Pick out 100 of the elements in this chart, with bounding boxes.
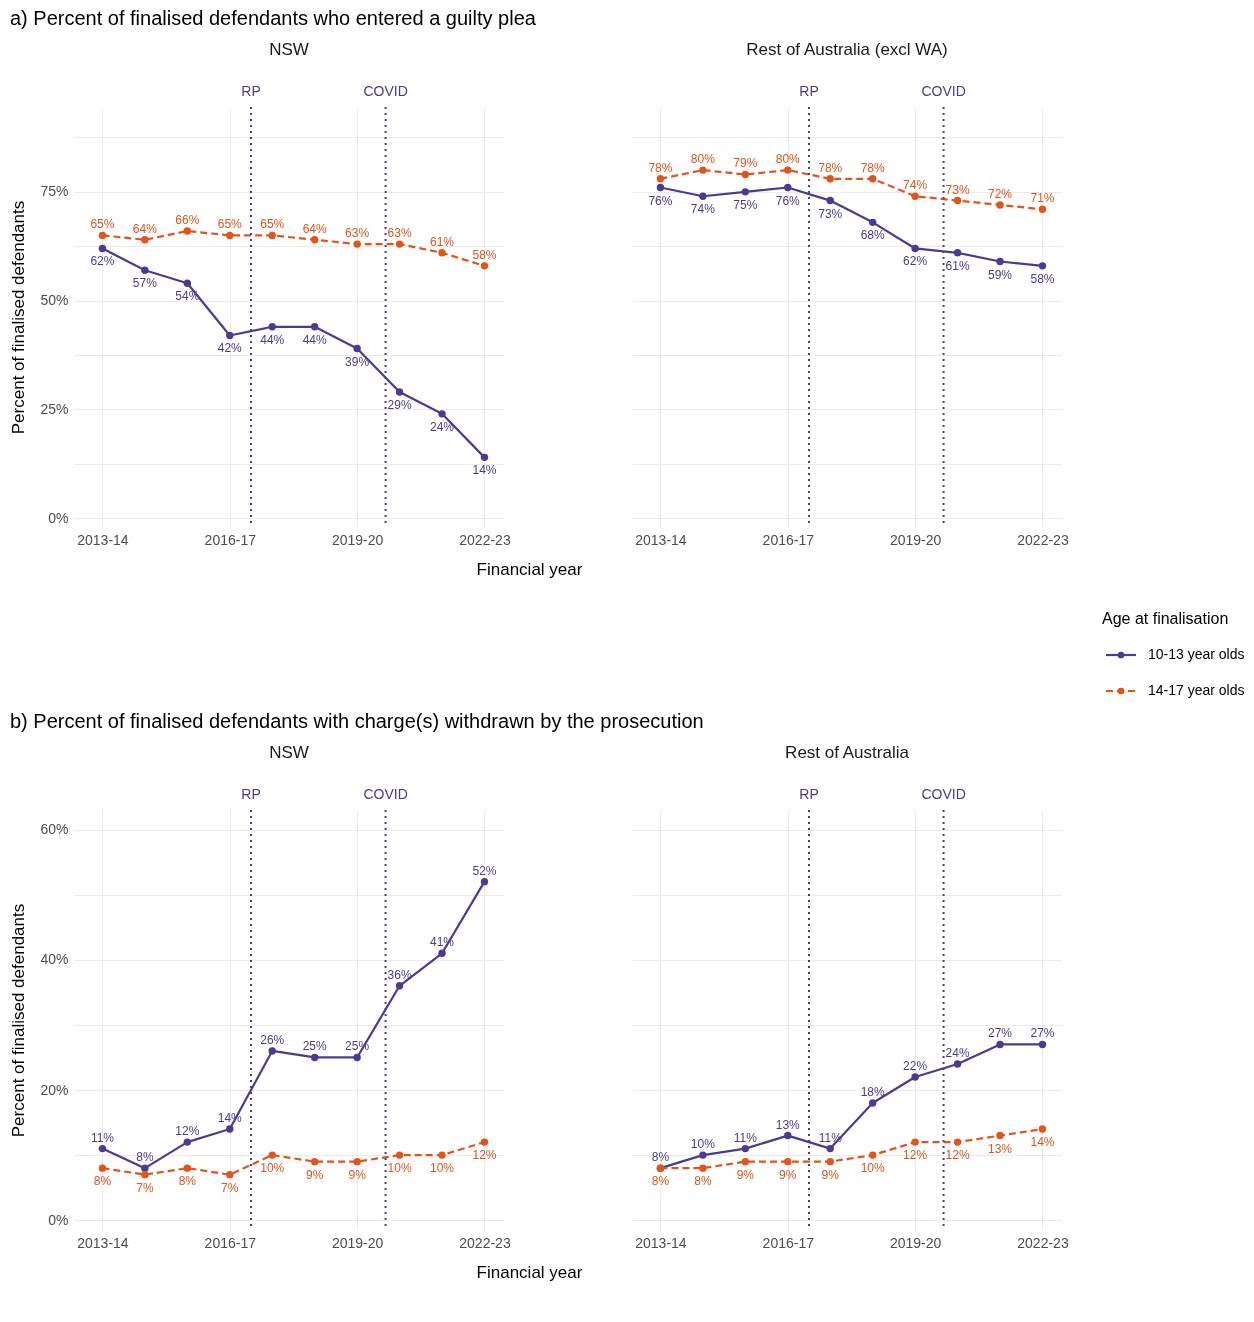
- data-label: 9%: [306, 1167, 324, 1182]
- x-tick-label: 2013-14: [635, 531, 687, 548]
- x-tick-label: 2019-20: [331, 1234, 384, 1251]
- data-label: 29%: [387, 398, 412, 413]
- x-tick-label: 2013-14: [77, 1234, 129, 1251]
- point: [741, 170, 750, 179]
- data-label: 9%: [821, 1167, 840, 1182]
- data-label: 10%: [387, 1161, 412, 1176]
- data-label: 24%: [430, 419, 455, 434]
- data-label: 14%: [1030, 1135, 1055, 1150]
- point: [784, 166, 792, 174]
- point: [741, 1157, 750, 1166]
- point: [996, 1131, 1004, 1140]
- data-label: 27%: [988, 1026, 1013, 1041]
- point: [226, 231, 234, 240]
- point: [1038, 262, 1047, 270]
- x-tick-label: 2013-14: [77, 531, 129, 548]
- data-label: 65%: [90, 217, 115, 232]
- point: [699, 1151, 707, 1159]
- point: [183, 227, 192, 235]
- point: [310, 1157, 319, 1166]
- data-label: 7%: [221, 1180, 239, 1195]
- x-axis-title: Financial year: [476, 559, 583, 579]
- point: [1038, 1040, 1047, 1049]
- y-tick-label: 25%: [40, 400, 69, 417]
- data-label: 13%: [775, 1117, 801, 1132]
- x-tick-label: 2022-23: [459, 1234, 511, 1251]
- data-label: 36%: [387, 967, 412, 982]
- y-tick-label: 50%: [40, 292, 69, 309]
- point: [480, 262, 489, 270]
- point: [438, 1151, 446, 1159]
- data-label: 57%: [132, 276, 158, 291]
- point: [741, 188, 750, 196]
- x-axis-title: Financial year: [476, 1262, 583, 1282]
- point: [395, 388, 404, 396]
- point: [953, 249, 962, 257]
- data-label: 10%: [260, 1161, 285, 1176]
- point: [353, 240, 361, 248]
- x-tick-label: 2016-17: [762, 531, 815, 548]
- point: [395, 240, 404, 248]
- point: [1038, 205, 1047, 213]
- point: [868, 218, 877, 227]
- data-label: 65%: [217, 217, 243, 232]
- data-label: 8%: [651, 1174, 670, 1189]
- x-tick-label: 2013-14: [635, 1234, 687, 1251]
- point: [98, 231, 107, 240]
- data-label: 58%: [472, 247, 497, 262]
- legend-title: Age at finalisation: [1102, 610, 1229, 627]
- point: [226, 1170, 234, 1179]
- data-label: 75%: [733, 197, 758, 212]
- y-tick-label: 60%: [40, 821, 69, 838]
- text: COVID: [363, 83, 408, 99]
- data-label: 25%: [302, 1039, 328, 1054]
- data-label: 12%: [903, 1148, 928, 1163]
- data-label: 52%: [472, 863, 497, 878]
- point: [784, 1157, 792, 1166]
- data-label: 24%: [945, 1045, 970, 1060]
- point: [868, 175, 877, 183]
- x-tick-label: 2016-17: [204, 1234, 257, 1251]
- data-label: 12%: [175, 1124, 200, 1139]
- data-label: 80%: [775, 152, 801, 167]
- point: [98, 244, 107, 253]
- data-label: 80%: [690, 152, 716, 167]
- point: [996, 201, 1004, 209]
- data-label: 63%: [345, 226, 370, 241]
- data-label: 11%: [733, 1130, 758, 1145]
- data-label: 27%: [1030, 1026, 1055, 1041]
- y-tick-label: 0%: [48, 1211, 69, 1228]
- y-tick-label: 40%: [40, 951, 69, 968]
- point: [353, 344, 361, 353]
- data-label: 18%: [860, 1085, 886, 1100]
- point: [310, 236, 319, 244]
- point: [826, 175, 834, 183]
- text: RP: [799, 786, 819, 802]
- point: [699, 1164, 707, 1172]
- data-label: 10%: [430, 1161, 455, 1176]
- point: [268, 1151, 276, 1159]
- point: [911, 1073, 919, 1081]
- point: [310, 1053, 319, 1062]
- data-label: 42%: [217, 341, 243, 356]
- data-label: 10%: [690, 1137, 716, 1152]
- data-label: 74%: [690, 202, 716, 217]
- x-tick-label: 2019-20: [889, 531, 942, 548]
- data-label: 76%: [648, 193, 673, 208]
- point: [480, 453, 489, 462]
- point: [183, 279, 192, 287]
- point: [141, 1170, 149, 1179]
- data-label: 8%: [136, 1150, 154, 1165]
- data-label: 11%: [90, 1130, 115, 1145]
- text: RP: [241, 786, 261, 802]
- point: [480, 1138, 489, 1146]
- point: [1038, 1125, 1047, 1133]
- data-label: 71%: [1030, 191, 1055, 206]
- x-tick-label: 2016-17: [204, 531, 257, 548]
- data-label: 64%: [132, 221, 158, 236]
- y-axis-title: Percent of finalised defendants: [9, 903, 29, 1138]
- point: [268, 1047, 276, 1055]
- data-label: 73%: [818, 206, 843, 221]
- data-label: 76%: [775, 193, 801, 208]
- point: [98, 1164, 107, 1172]
